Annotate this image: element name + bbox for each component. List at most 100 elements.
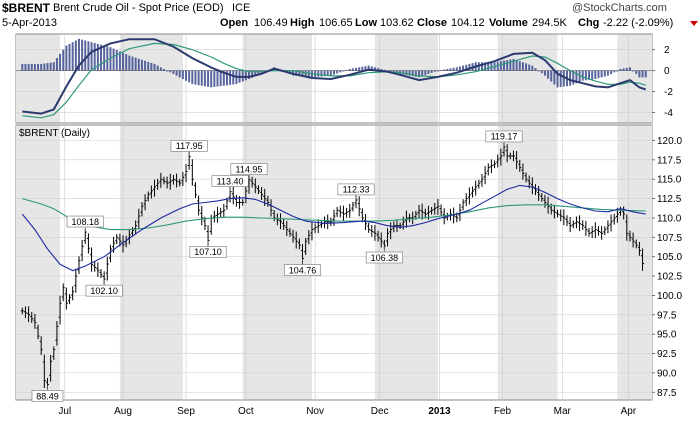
macd-histogram-bar xyxy=(380,68,383,71)
macd-histogram-bar xyxy=(506,60,509,71)
annotation-label: 102.10 xyxy=(90,286,118,296)
price-ytick-label-0: 87.5 xyxy=(657,388,677,399)
annotation-box xyxy=(230,163,268,175)
macd-histogram-bar xyxy=(40,63,43,71)
macd-histogram-bar xyxy=(140,59,143,71)
macd-histogram-bar xyxy=(125,54,128,71)
macd-histogram-bar xyxy=(137,58,140,71)
macd-histogram-bar xyxy=(96,43,99,71)
x-tick-label: Aug xyxy=(114,406,132,417)
macd-histogram-bar xyxy=(603,70,606,77)
macd-histogram-bar xyxy=(77,38,80,71)
annotation-box xyxy=(365,251,403,264)
high-label: High xyxy=(290,17,315,29)
macd-histogram-bar xyxy=(295,70,298,76)
macd-histogram-bar xyxy=(27,63,30,71)
macd-histogram-bar xyxy=(342,70,345,72)
macd-histogram-bar xyxy=(21,63,24,71)
macd-histogram-bar xyxy=(534,68,537,71)
annotation-box xyxy=(283,264,322,276)
macd-histogram-bar xyxy=(153,63,156,71)
macd-histogram-bar xyxy=(588,70,591,80)
macd-histogram-bar xyxy=(232,70,235,85)
macd-histogram-bar xyxy=(581,70,584,81)
macd-histogram-bar xyxy=(106,46,109,71)
macd-histogram-bar xyxy=(616,70,619,72)
macd-histogram-bar xyxy=(528,64,531,71)
macd-histogram-bar xyxy=(414,70,417,77)
macd-histogram-bar xyxy=(93,43,96,71)
macd-histogram-bar xyxy=(405,70,408,76)
macd-histogram-bar xyxy=(569,70,572,86)
macd-histogram-bar xyxy=(103,45,106,71)
macd-histogram-bar xyxy=(128,55,131,71)
macd-histogram-bar xyxy=(30,63,33,71)
macd-histogram-bar xyxy=(118,51,121,71)
macd-histogram-bar xyxy=(181,70,184,80)
macd-histogram-bar xyxy=(147,61,150,71)
macd-histogram-bar xyxy=(543,70,546,76)
macd-histogram-bar xyxy=(600,70,603,78)
macd-histogram-bar xyxy=(144,60,147,71)
annotation-box xyxy=(66,215,104,228)
macd-histogram-bar xyxy=(49,62,52,71)
macd-histogram-bar xyxy=(578,70,581,82)
ma-long-line xyxy=(22,198,646,231)
instrument-name: Brent Crude Oil - Spot Price (EOD) xyxy=(53,2,224,14)
macd-histogram-bar xyxy=(207,70,210,87)
close-label: Close xyxy=(417,17,447,29)
macd-histogram-bar xyxy=(402,70,405,75)
macd-histogram-bar xyxy=(33,63,36,71)
macd-histogram-bar xyxy=(408,70,411,76)
x-tick-label: Apr xyxy=(621,406,637,417)
macd-histogram-bar xyxy=(427,70,430,74)
macd-histogram-bar xyxy=(392,70,395,73)
macd-histogram-bar xyxy=(613,70,616,73)
close-value: 104.12 xyxy=(451,17,485,29)
macd-histogram-bar xyxy=(59,53,62,71)
macd-histogram-bar xyxy=(443,69,446,71)
macd-histogram-bar xyxy=(452,67,455,71)
macd-histogram-bar xyxy=(540,70,543,74)
macd-histogram-bar xyxy=(304,70,307,77)
macd-histogram-bar xyxy=(418,70,421,78)
macd-histogram-bar xyxy=(112,48,115,71)
high-value: 106.65 xyxy=(319,17,353,29)
macd-histogram-bar xyxy=(458,66,461,71)
annotation-box xyxy=(85,284,123,297)
macd-histogram-bar xyxy=(424,70,427,76)
macd-histogram-bar xyxy=(575,70,578,84)
price-ytick-label-2: 92.5 xyxy=(657,349,677,360)
macd-histogram-bar xyxy=(159,67,162,71)
macd-histogram-bar xyxy=(194,70,197,85)
macd-histogram-bar xyxy=(625,67,628,71)
macd-histogram-bar xyxy=(594,70,597,80)
annotation-label: 107.10 xyxy=(194,247,222,257)
annotation-box xyxy=(31,390,64,402)
macd-histogram-bar xyxy=(222,70,225,86)
macd-histogram-bar xyxy=(24,63,27,71)
macd-histogram-bar xyxy=(436,70,439,72)
macd-histogram-bar xyxy=(162,68,165,71)
annotation-label: 117.95 xyxy=(176,141,203,151)
macd-histogram-bar xyxy=(188,70,191,83)
macd-histogram-bar xyxy=(348,68,351,71)
open-value: 106.49 xyxy=(254,17,288,29)
macd-histogram-bar xyxy=(169,70,172,73)
macd-histogram-bar xyxy=(455,67,458,71)
macd-histogram-bar xyxy=(71,42,74,71)
annotation-box xyxy=(189,246,227,258)
macd-histogram-bar xyxy=(244,70,247,81)
macd-signal-line xyxy=(22,42,646,119)
macd-histogram-bar xyxy=(55,58,58,71)
macd-histogram-bar xyxy=(329,70,332,76)
macd-ytick-label-0: 2 xyxy=(664,45,670,56)
x-tick-label: Oct xyxy=(238,406,254,417)
annotation-label: 113.40 xyxy=(217,176,244,186)
macd-histogram-bar xyxy=(367,65,370,71)
macd-ytick-label-2: -2 xyxy=(664,87,673,98)
date-label: 5-Apr-2013 xyxy=(2,17,58,29)
macd-histogram-bar xyxy=(131,56,134,71)
macd-histogram-bar xyxy=(468,63,471,71)
macd-line xyxy=(22,38,647,115)
